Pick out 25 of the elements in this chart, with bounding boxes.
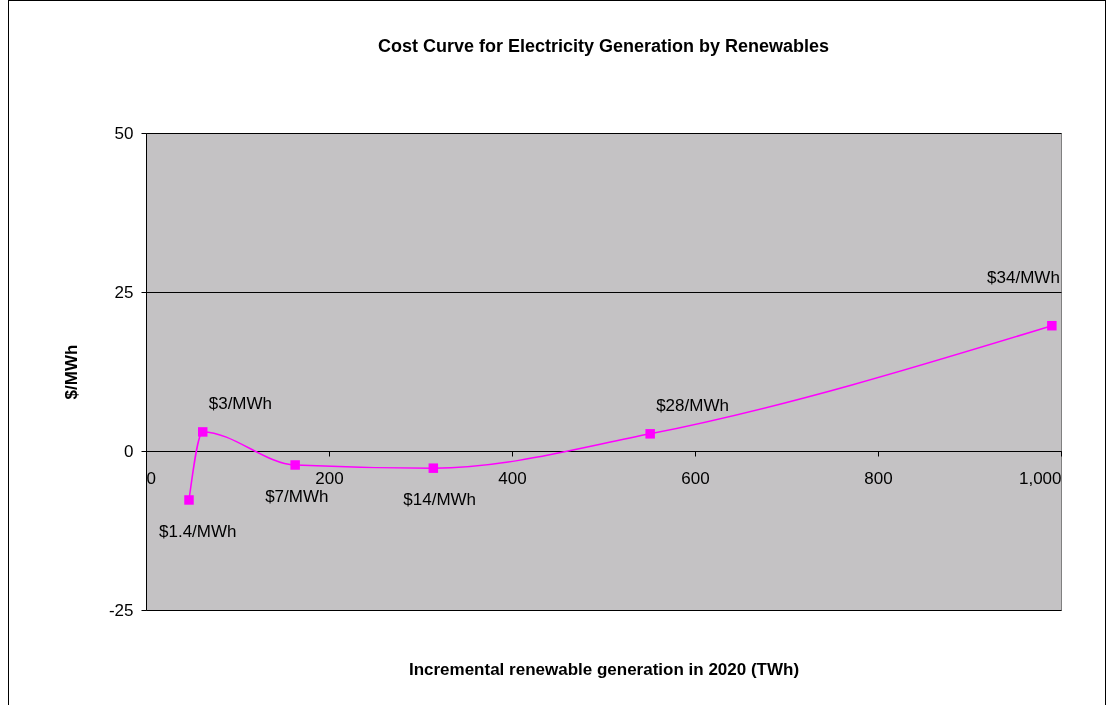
- x-tick-label: 200: [315, 468, 344, 488]
- x-axis-title: Incremental renewable generation in 2020 (TWh): [408, 659, 800, 679]
- annotation: $28/MWh: [656, 395, 729, 415]
- x-tick-label: 800: [864, 468, 893, 488]
- point: [197, 427, 208, 437]
- x-tick-label: 400: [498, 468, 527, 488]
- x-tick-label: 0: [146, 468, 156, 488]
- point: [290, 460, 300, 470]
- point: [645, 429, 655, 439]
- annotation: $14/MWh: [403, 490, 477, 510]
- y-tick-label: 0: [124, 441, 134, 461]
- point: [428, 463, 439, 473]
- x-tick-label: 600: [681, 468, 710, 488]
- y-tick-label: 25: [114, 282, 134, 302]
- annotation: $34/MWh: [987, 267, 1060, 287]
- annotation: $7/MWh: [265, 486, 329, 506]
- annotation: $1.4/MWh: [159, 521, 237, 541]
- y-axis-title: $/MWh: [61, 344, 81, 400]
- point: [184, 495, 194, 505]
- point: [1047, 320, 1057, 331]
- x-tick-label: 1,000: [1018, 468, 1062, 488]
- y-tick-label: 50: [114, 123, 134, 143]
- y-tick-label: -25: [108, 600, 134, 620]
- annotation: $3/MWh: [208, 393, 273, 413]
- chart-title: Cost Curve for Electricity Generation by Renewables: [377, 36, 830, 56]
